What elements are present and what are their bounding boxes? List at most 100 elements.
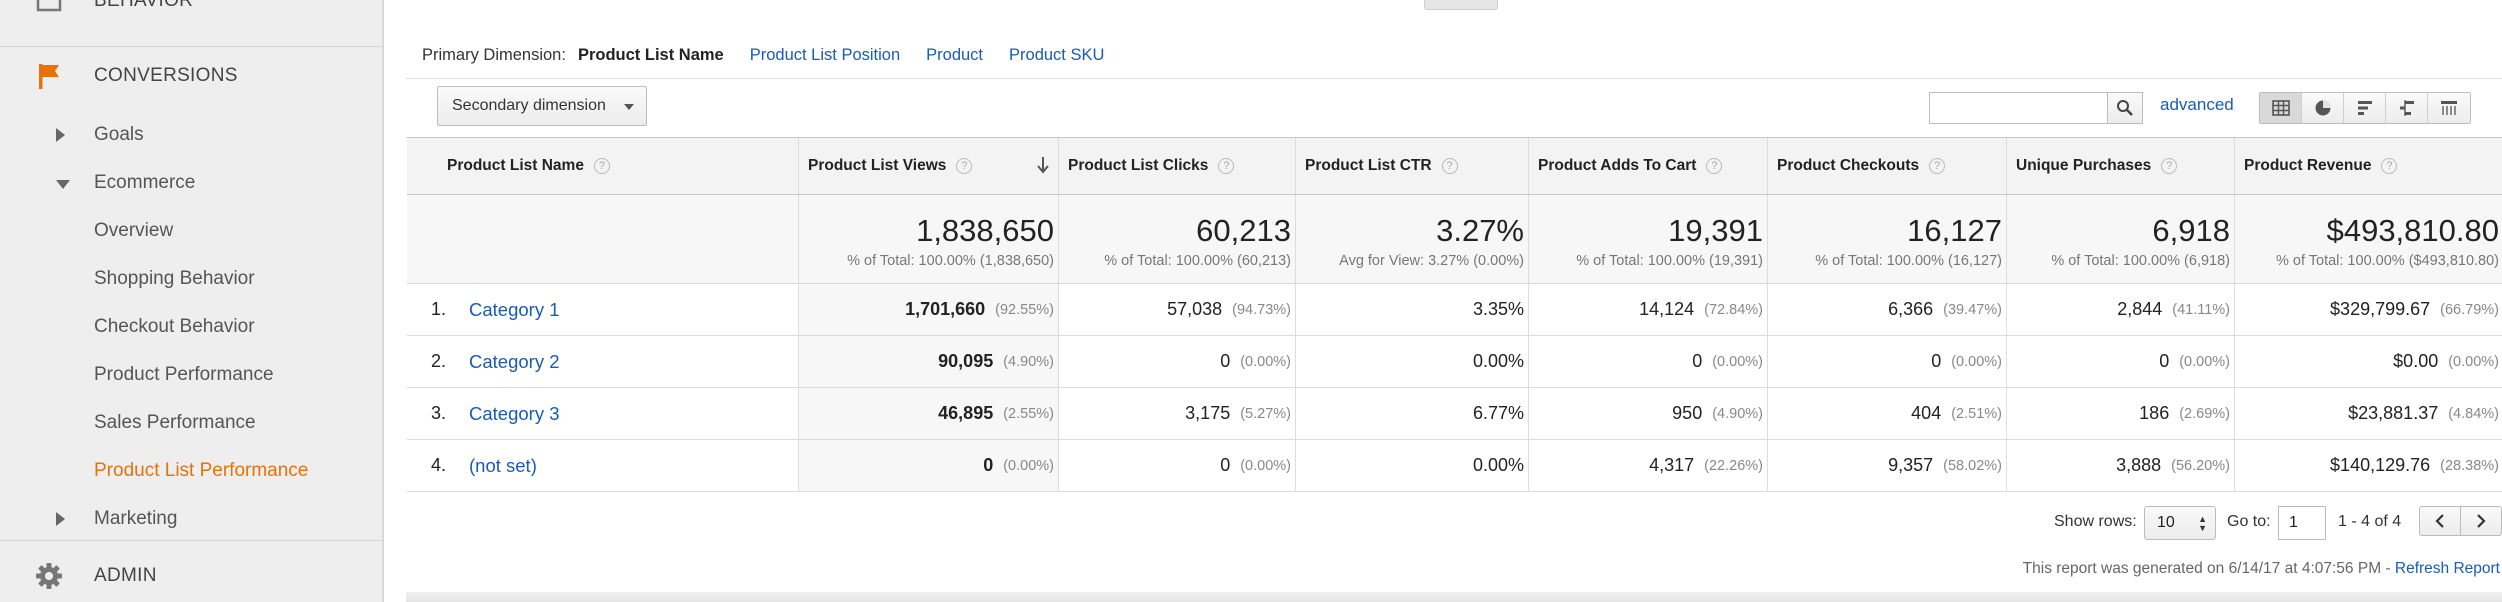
total-subtext: Avg for View: 3.27% (0.00%) xyxy=(1339,253,1524,269)
pagination-bar: Show rows: 10 ▲ ▼ Go to: 1 1 - 4 of 4 xyxy=(386,505,2502,541)
metric-value: 0 xyxy=(2159,351,2170,371)
sidebar-item-product-performance[interactable]: Product Performance xyxy=(0,355,382,395)
metric-value: 3,888 xyxy=(2116,455,2162,475)
total-subtext: % of Total: 100.00% (6,918) xyxy=(2051,253,2230,269)
secondary-dimension-dropdown[interactable]: Secondary dimension xyxy=(437,86,647,126)
column-header-label: Product List Clicks xyxy=(1068,157,1209,174)
metric-value: $0.00 xyxy=(2393,351,2439,371)
column-header-unique-purchases[interactable]: Unique Purchases? xyxy=(2007,138,2235,194)
row-name-link[interactable]: Category 2 xyxy=(469,350,560,372)
help-icon[interactable]: ? xyxy=(593,158,610,174)
help-icon[interactable]: ? xyxy=(1441,158,1458,174)
sidebar-item-label: Marketing xyxy=(94,508,178,529)
metric-value: 9,357 xyxy=(1888,455,1934,475)
column-header-label: Product List Name xyxy=(447,157,584,174)
sidebar-section-conversions[interactable]: CONVERSIONS xyxy=(0,56,382,96)
sidebar-section-admin[interactable]: ADMIN xyxy=(0,556,382,596)
pivot-view-button[interactable] xyxy=(2428,93,2470,123)
divider xyxy=(406,78,2502,79)
metric-cell: 0 (0.00%) xyxy=(2007,336,2235,387)
search-icon xyxy=(2117,100,2133,116)
search-button[interactable] xyxy=(2107,92,2143,124)
sidebar-item-goals[interactable]: Goals xyxy=(0,115,382,155)
table-search-input[interactable] xyxy=(1929,92,2107,124)
sidebar-item-shopping-behavior[interactable]: Shopping Behavior xyxy=(0,259,382,299)
sidebar-item-ecommerce[interactable]: Ecommerce xyxy=(0,163,382,203)
dimension-cell: 1. Category 1 xyxy=(407,284,799,335)
next-page-button[interactable] xyxy=(2460,506,2502,536)
flag-icon xyxy=(39,64,59,89)
metric-value: $23,881.37 xyxy=(2348,403,2439,423)
chevron-down-icon xyxy=(624,104,634,110)
column-header-product-list-clicks[interactable]: Product List Clicks? xyxy=(1059,138,1296,194)
metric-value: 2,844 xyxy=(2117,299,2163,319)
metric-cell: 2,844 (41.11%) xyxy=(2007,284,2235,335)
comparison-view-button[interactable] xyxy=(2386,93,2428,123)
row-name-link[interactable]: Category 3 xyxy=(469,402,560,424)
pie-view-button[interactable] xyxy=(2302,93,2344,123)
metric-percent: (28.38%) xyxy=(2440,457,2499,474)
previous-page-button[interactable] xyxy=(2419,506,2461,536)
help-icon[interactable]: ? xyxy=(956,158,973,174)
metric-value: 3,175 xyxy=(1185,403,1231,423)
metric-value: 1,701,660 xyxy=(905,299,986,319)
total-subtext: % of Total: 100.00% (1,838,650) xyxy=(847,253,1054,269)
help-icon[interactable]: ? xyxy=(2381,158,2398,174)
performance-view-icon xyxy=(2357,101,2372,115)
sidebar-item-checkout-behavior[interactable]: Checkout Behavior xyxy=(0,307,382,347)
table-view-icon xyxy=(2271,100,2290,116)
sidebar-item-product-list-performance[interactable]: Product List Performance xyxy=(0,451,382,491)
sidebar-item-sales-performance[interactable]: Sales Performance xyxy=(0,403,382,443)
row-name-link[interactable]: (not set) xyxy=(469,454,537,476)
dimension-product-list-position-link[interactable]: Product List Position xyxy=(749,45,901,64)
total-subtext: % of Total: 100.00% (60,213) xyxy=(1104,253,1291,269)
total-cell: 60,213 % of Total: 100.00% (60,213) xyxy=(1059,195,1296,283)
sidebar-item-marketing[interactable]: Marketing xyxy=(0,499,382,539)
sidebar-item-label: Checkout Behavior xyxy=(94,316,255,337)
column-header-product-checkouts[interactable]: Product Checkouts? xyxy=(1768,138,2007,194)
column-header-product-list-views[interactable]: Product List Views? xyxy=(799,138,1059,194)
column-header-product-adds-to-cart[interactable]: Product Adds To Cart? xyxy=(1529,138,1768,194)
column-header-product-list-ctr[interactable]: Product List CTR? xyxy=(1296,138,1529,194)
refresh-report-link[interactable]: Refresh Report xyxy=(2394,560,2500,577)
sidebar-section-behavior[interactable]: BEHAVIOR xyxy=(0,0,382,14)
table-view-button[interactable] xyxy=(2260,93,2302,123)
sidebar-item-label: Product Performance xyxy=(94,364,274,385)
sidebar: BEHAVIOR CONVERSIONS Goals Ecommerce Ove… xyxy=(0,0,384,602)
advanced-filter-link[interactable]: advanced xyxy=(2160,95,2234,114)
metric-value: 6,366 xyxy=(1888,299,1934,319)
row-name-link[interactable]: Category 1 xyxy=(469,298,560,320)
metric-percent: (0.00%) xyxy=(1240,457,1291,474)
chevron-right-icon xyxy=(2477,514,2486,528)
total-subtext: % of Total: 100.00% (19,391) xyxy=(1576,253,1763,269)
column-header-product-revenue[interactable]: Product Revenue? xyxy=(2235,138,2502,194)
show-rows-select[interactable]: 10 ▲ ▼ xyxy=(2144,506,2216,540)
performance-view-button[interactable] xyxy=(2344,93,2386,123)
report-generated-note: This report was generated on 6/14/17 at … xyxy=(2023,560,2500,578)
metric-cell: 186 (2.69%) xyxy=(2007,388,2235,439)
help-icon[interactable]: ? xyxy=(1218,158,1235,174)
help-icon[interactable]: ? xyxy=(2161,158,2178,174)
column-header-product-list-name[interactable]: Product List Name? xyxy=(407,138,799,194)
metric-percent: (0.00%) xyxy=(2179,353,2230,370)
generated-text: This report was generated on 6/14/17 at … xyxy=(2022,560,2395,577)
help-icon[interactable]: ? xyxy=(1706,158,1723,174)
metric-value: $329,799.67 xyxy=(2330,299,2431,319)
table-row: 2. Category 2 90,095 (4.90%) 0 (0.00%) 0.0… xyxy=(407,336,2502,388)
sidebar-item-overview[interactable]: Overview xyxy=(0,211,382,251)
dimension-product-link[interactable]: Product xyxy=(926,45,984,64)
column-header-label: Unique Purchases xyxy=(2016,157,2152,174)
metric-percent: (4.90%) xyxy=(1712,405,1763,422)
show-rows-value: 10 xyxy=(2157,514,2175,531)
report-main: Primary Dimension: Product List Name Pro… xyxy=(386,0,2502,602)
row-index: 3. xyxy=(431,403,447,423)
help-icon[interactable]: ? xyxy=(1929,158,1946,174)
dimension-product-sku-link[interactable]: Product SKU xyxy=(1009,45,1105,64)
table-row: 1. Category 1 1,701,660 (92.55%) 57,038 (9… xyxy=(407,284,2502,336)
goto-page-input[interactable]: 1 xyxy=(2278,506,2326,540)
table-row: 4. (not set) 0 (0.00%) 0 (0.00%) 0.00% 4,3… xyxy=(407,440,2502,492)
metric-value: 0 xyxy=(983,455,994,475)
total-cell: 19,391 % of Total: 100.00% (19,391) xyxy=(1529,195,1768,283)
collapse-tab[interactable] xyxy=(1424,0,1498,10)
metric-cell: 57,038 (94.73%) xyxy=(1059,284,1296,335)
